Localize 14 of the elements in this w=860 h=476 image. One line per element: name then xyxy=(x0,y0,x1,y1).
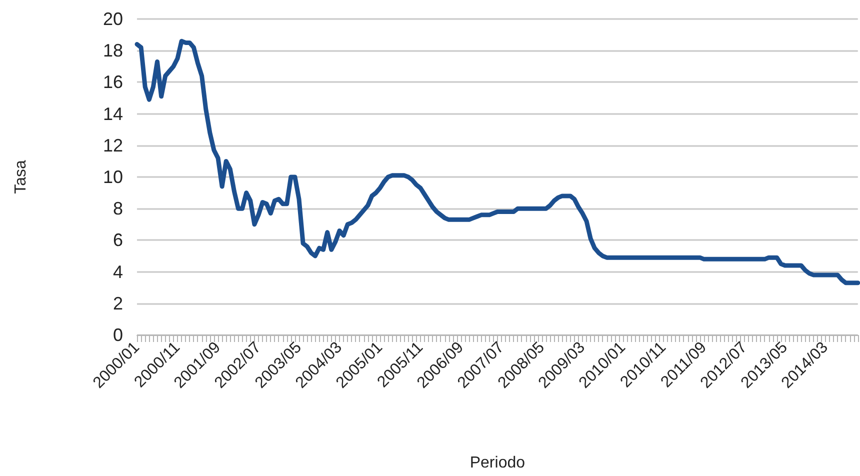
y-axis-title: Tasa xyxy=(12,160,30,194)
y-tick-label: 4 xyxy=(112,262,123,282)
y-tick-label: 10 xyxy=(102,167,123,187)
y-tick-label: 0 xyxy=(112,325,123,345)
y-tick-label: 8 xyxy=(112,198,123,219)
y-tick-label: 16 xyxy=(102,72,123,92)
line-series xyxy=(134,38,860,286)
x-axis-title: Periodo xyxy=(470,454,526,472)
y-tick-label: 12 xyxy=(102,135,123,156)
y-tick-label: 18 xyxy=(102,40,123,61)
y-tick-label: 6 xyxy=(112,230,123,250)
y-tick-label: 14 xyxy=(102,104,123,124)
y-tick-label: 20 xyxy=(102,9,123,29)
y-tick-label: 2 xyxy=(112,293,123,314)
